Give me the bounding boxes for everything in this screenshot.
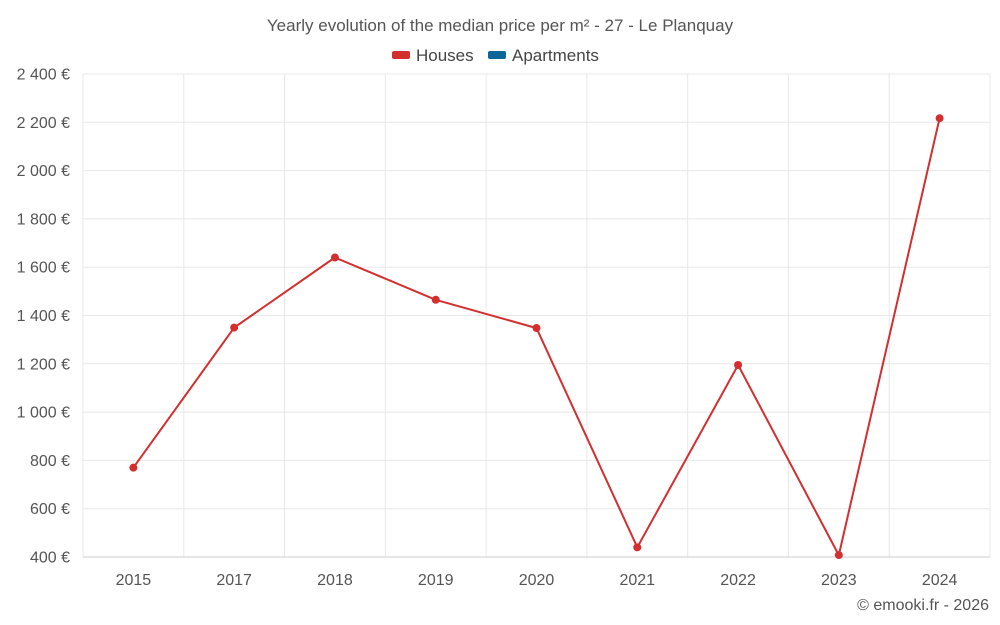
data-point-houses-2017[interactable] xyxy=(230,323,239,332)
legend-swatch-apartments xyxy=(488,51,506,59)
chart-title: Yearly evolution of the median price per… xyxy=(267,16,734,35)
y-tick-label: 1 800 € xyxy=(17,211,70,228)
legend-label-houses: Houses xyxy=(416,46,474,65)
y-tick-label: 1 200 € xyxy=(17,356,70,373)
y-tick-label: 2 200 € xyxy=(17,115,70,132)
x-gridlines xyxy=(82,74,991,557)
y-gridlines xyxy=(83,73,990,558)
x-tick-label: 2020 xyxy=(519,572,555,589)
x-tick-label: 2019 xyxy=(418,572,454,589)
x-tick-label: 2017 xyxy=(216,572,252,589)
x-axis-tick-labels: 2015 2017 2018 2019 2020 2021 2022 2023 2024 xyxy=(116,572,958,589)
y-tick-label: 400 € xyxy=(30,550,70,567)
data-point-houses-2023[interactable] xyxy=(834,551,843,560)
y-tick-label: 1 600 € xyxy=(17,260,70,277)
y-tick-label: 800 € xyxy=(30,453,70,470)
y-tick-label: 2 400 € xyxy=(17,67,70,84)
series-line-houses xyxy=(132,117,941,557)
legend-item-houses[interactable]: Houses xyxy=(392,46,474,65)
legend-swatch-houses xyxy=(392,51,410,59)
legend: Houses Apartments xyxy=(392,46,599,65)
data-point-houses-2019[interactable] xyxy=(431,295,440,304)
credit-text: © emooki.fr - 2026 xyxy=(857,597,989,614)
x-tick-label: 2024 xyxy=(922,572,958,589)
data-point-houses-2015[interactable] xyxy=(129,463,138,472)
data-point-houses-2018[interactable] xyxy=(330,253,339,262)
series-layer xyxy=(129,114,944,560)
data-point-houses-2022[interactable] xyxy=(734,361,743,370)
x-tick-label: 2022 xyxy=(720,572,756,589)
y-tick-label: 2 000 € xyxy=(17,163,70,180)
data-point-houses-2020[interactable] xyxy=(532,324,541,333)
x-tick-label: 2018 xyxy=(317,572,353,589)
x-tick-label: 2021 xyxy=(619,572,655,589)
y-tick-label: 600 € xyxy=(30,501,70,518)
legend-item-apartments[interactable]: Apartments xyxy=(488,46,599,65)
data-point-houses-2021[interactable] xyxy=(633,543,642,552)
x-tick-label: 2023 xyxy=(821,572,857,589)
x-tick-label: 2015 xyxy=(116,572,152,589)
y-axis-tick-labels: 400 € 600 € 800 € 1 000 € 1 200 € 1 400 € 1 60… xyxy=(17,67,70,567)
legend-label-apartments: Apartments xyxy=(512,46,599,65)
data-point-houses-2024[interactable] xyxy=(935,114,944,123)
y-tick-label: 1 000 € xyxy=(17,405,70,422)
y-tick-label: 1 400 € xyxy=(17,308,70,325)
